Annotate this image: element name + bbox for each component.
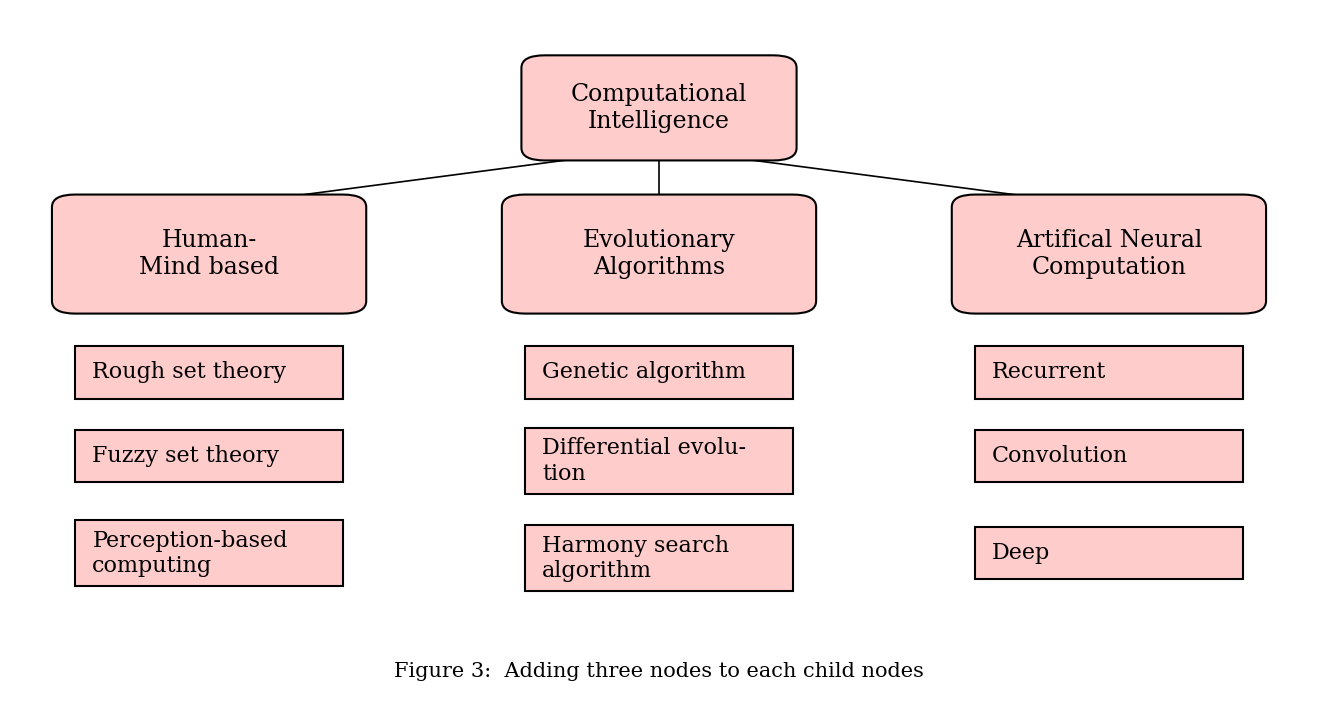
FancyBboxPatch shape — [75, 430, 343, 482]
Text: Figure 3:  Adding three nodes to each child nodes: Figure 3: Adding three nodes to each chi… — [394, 662, 924, 681]
Text: Fuzzy set theory: Fuzzy set theory — [92, 445, 279, 467]
Text: Harmony search
algorithm: Harmony search algorithm — [542, 535, 729, 582]
Text: Rough set theory: Rough set theory — [92, 361, 286, 383]
FancyBboxPatch shape — [526, 427, 792, 494]
Text: Convolution: Convolution — [992, 445, 1128, 467]
Text: Human-
Mind based: Human- Mind based — [138, 229, 279, 279]
FancyBboxPatch shape — [51, 195, 366, 314]
FancyBboxPatch shape — [522, 55, 796, 160]
Text: Deep: Deep — [992, 542, 1050, 564]
Text: Genetic algorithm: Genetic algorithm — [542, 361, 746, 383]
Text: Artifical Neural
Computation: Artifical Neural Computation — [1016, 229, 1202, 279]
FancyBboxPatch shape — [975, 528, 1243, 579]
FancyBboxPatch shape — [75, 520, 343, 586]
FancyBboxPatch shape — [75, 346, 343, 398]
FancyBboxPatch shape — [502, 195, 816, 314]
FancyBboxPatch shape — [975, 346, 1243, 398]
FancyBboxPatch shape — [526, 525, 792, 591]
FancyBboxPatch shape — [975, 430, 1243, 482]
Text: Computational
Intelligence: Computational Intelligence — [571, 83, 747, 133]
Text: Evolutionary
Algorithms: Evolutionary Algorithms — [583, 229, 735, 279]
FancyBboxPatch shape — [526, 346, 792, 398]
Text: Differential evolu-
tion: Differential evolu- tion — [542, 437, 746, 484]
Text: Recurrent: Recurrent — [992, 361, 1107, 383]
FancyBboxPatch shape — [952, 195, 1267, 314]
Text: Perception-based
computing: Perception-based computing — [92, 530, 287, 577]
